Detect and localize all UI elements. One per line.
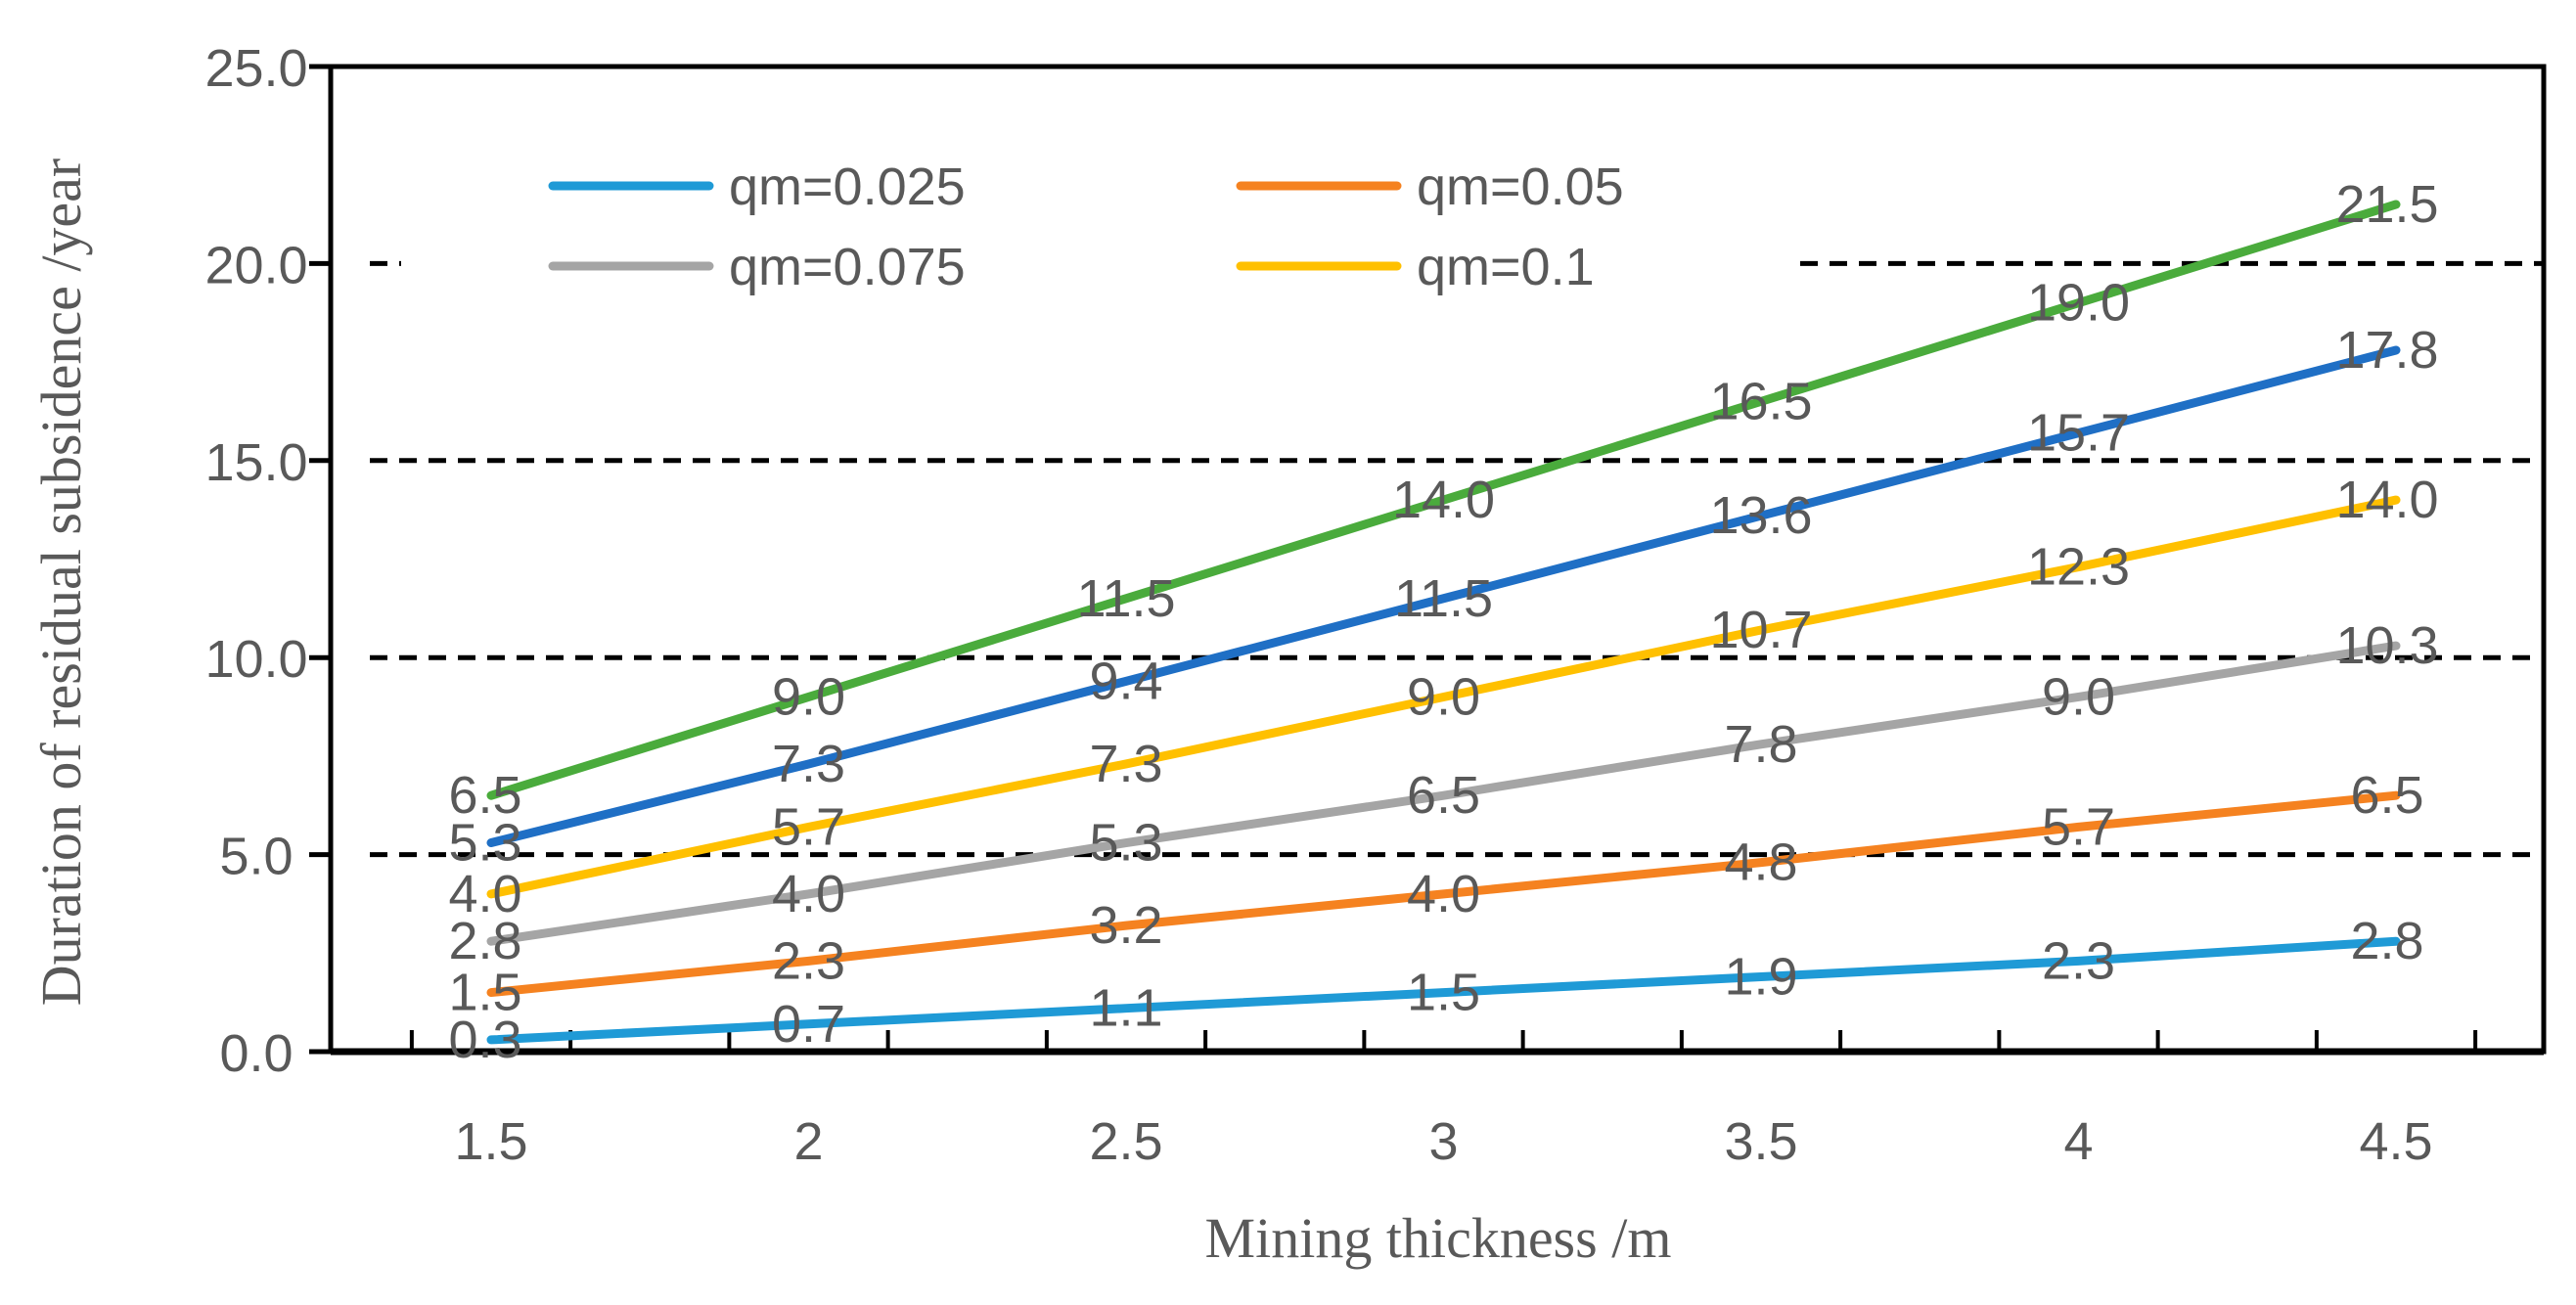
data-label: 5.3 bbox=[1089, 814, 1162, 873]
series-line bbox=[486, 345, 2401, 848]
data-label: 6.5 bbox=[1407, 766, 1480, 825]
y-tick-label: 10.0 bbox=[204, 630, 307, 689]
x-axis-ticks: 1.5 2 2.5 3 3.5 4 4.5 bbox=[409, 1030, 2478, 1171]
data-label: 1.9 bbox=[1724, 947, 1797, 1006]
y-tick-label: 25.0 bbox=[204, 39, 307, 98]
series-line bbox=[486, 200, 2401, 800]
y-axis-ticks: 0.0 5.0 10.0 15.0 20.0 25.0 bbox=[204, 39, 331, 1083]
data-label: 14.0 bbox=[1392, 471, 1495, 529]
legend-label: qm=0.05 bbox=[1417, 158, 1624, 216]
data-label: 9.0 bbox=[2042, 667, 2115, 726]
data-label: 21.5 bbox=[2335, 175, 2438, 234]
x-tick-label: 4.5 bbox=[2359, 1112, 2432, 1171]
data-label: 2.8 bbox=[448, 912, 521, 970]
data-label: 5.7 bbox=[2042, 797, 2115, 856]
data-label: 7.3 bbox=[772, 735, 845, 793]
data-label: 5.7 bbox=[772, 797, 845, 856]
data-label: 14.0 bbox=[2335, 471, 2438, 529]
data-labels: 0.3 0.7 1.1 1.5 1.9 2.3 2.81.52.33.24.04.85.76… bbox=[448, 175, 2438, 1069]
data-label: 13.6 bbox=[1709, 486, 1812, 545]
y-tick-label: 0.0 bbox=[219, 1024, 293, 1083]
data-label: 10.3 bbox=[2335, 616, 2438, 675]
y-tick-label: 15.0 bbox=[204, 433, 307, 492]
data-label: 12.3 bbox=[2027, 538, 2130, 597]
data-label: 6.5 bbox=[2350, 766, 2423, 825]
series-lines bbox=[486, 200, 2401, 1045]
legend: qm=0.025 qm=0.05 qm=0.075 qm=0.1 bbox=[548, 158, 1624, 296]
series-line bbox=[486, 790, 2401, 998]
data-label: 2.3 bbox=[2042, 931, 2115, 990]
data-label: 3.2 bbox=[1089, 896, 1162, 955]
y-tick-label: 5.0 bbox=[219, 828, 293, 886]
data-label: 19.0 bbox=[2027, 274, 2130, 333]
data-label: 16.5 bbox=[1709, 372, 1812, 430]
series-line bbox=[486, 641, 2401, 946]
data-label: 0.7 bbox=[772, 995, 845, 1054]
data-label: 6.5 bbox=[448, 766, 521, 825]
data-label: 4.0 bbox=[448, 865, 521, 923]
data-label: 4.0 bbox=[772, 865, 845, 923]
legend-label: qm=0.1 bbox=[1417, 238, 1595, 296]
series-line bbox=[486, 495, 2401, 899]
x-tick-label: 2.5 bbox=[1089, 1112, 1162, 1171]
y-axis-title: Duration of residual subsidence /year bbox=[29, 158, 93, 1007]
data-label: 7.3 bbox=[1089, 735, 1162, 793]
data-label: 10.7 bbox=[1709, 601, 1812, 659]
x-axis-title: Mining thickness /m bbox=[1205, 1206, 1672, 1270]
data-label: 1.5 bbox=[1407, 964, 1480, 1022]
x-tick-label: 3.5 bbox=[1724, 1112, 1797, 1171]
series-line bbox=[486, 936, 2401, 1045]
data-label: 1.5 bbox=[448, 964, 521, 1022]
legend-label: qm=0.075 bbox=[729, 238, 966, 296]
x-tick-label: 3 bbox=[1428, 1112, 1458, 1171]
data-label: 11.5 bbox=[1394, 569, 1493, 628]
data-label: 15.7 bbox=[2027, 404, 2130, 463]
data-label: 2.3 bbox=[772, 931, 845, 990]
legend-label: qm=0.025 bbox=[729, 158, 966, 216]
y-tick-label: 20.0 bbox=[204, 236, 307, 294]
data-label: 7.8 bbox=[1724, 715, 1797, 774]
data-label: 5.3 bbox=[448, 814, 521, 873]
data-label: 4.0 bbox=[1407, 865, 1480, 923]
data-label: 2.8 bbox=[2350, 912, 2423, 970]
data-label: 9.0 bbox=[1407, 667, 1480, 726]
gridlines bbox=[370, 260, 2544, 858]
x-tick-label: 2 bbox=[793, 1112, 823, 1171]
data-label: 11.5 bbox=[1076, 569, 1175, 628]
data-label: 4.8 bbox=[1724, 833, 1797, 892]
data-label: 9.0 bbox=[772, 667, 845, 726]
data-label: 1.1 bbox=[1089, 979, 1162, 1038]
x-tick-label: 4 bbox=[2063, 1112, 2093, 1171]
data-label: 9.4 bbox=[1089, 652, 1162, 710]
plot-frame bbox=[328, 64, 2547, 1056]
data-label: 17.8 bbox=[2335, 321, 2438, 380]
data-label: 0.3 bbox=[448, 1011, 521, 1069]
x-tick-label: 1.5 bbox=[454, 1112, 527, 1171]
